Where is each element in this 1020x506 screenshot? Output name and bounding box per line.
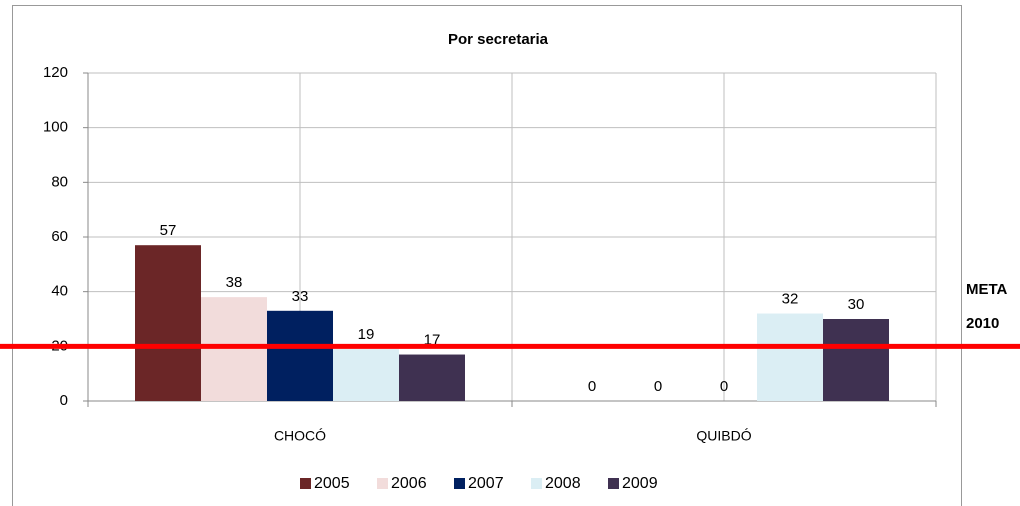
value-label: 38 [226,274,243,291]
x-tick-label: QUIBDÓ [696,428,751,444]
legend-swatch [300,478,311,489]
chart-title: Por secretaria [448,31,549,48]
value-label: 0 [720,378,728,395]
legend-label: 2007 [468,475,504,492]
bar [135,245,201,401]
legend-swatch [531,478,542,489]
legend-label: 2009 [622,475,658,492]
value-label: 33 [292,288,309,305]
y-tick-label: 100 [43,119,68,136]
bar [399,354,465,401]
target-label: META [966,281,1008,298]
bar [267,310,333,401]
legend-swatch [454,478,465,489]
value-label: 30 [848,296,865,313]
bar [757,313,823,401]
legend-label: 2006 [391,475,427,492]
bar [823,319,889,401]
legend-label: 2008 [545,475,581,492]
value-label: 0 [654,378,662,395]
y-tick-label: 60 [51,228,68,245]
bar [201,297,267,401]
legend-label: 2005 [314,475,350,492]
value-label: 0 [588,378,596,395]
value-label: 57 [160,222,177,239]
target-label: 2010 [966,315,999,332]
bar [333,349,399,401]
value-label: 19 [358,326,375,343]
y-tick-label: 120 [43,64,68,81]
legend-swatch [377,478,388,489]
legend-swatch [608,478,619,489]
y-tick-label: 80 [51,173,68,190]
y-tick-label: 0 [60,392,68,409]
y-tick-label: 40 [51,283,68,300]
x-tick-label: CHOCÓ [274,428,326,444]
value-label: 32 [782,291,799,308]
